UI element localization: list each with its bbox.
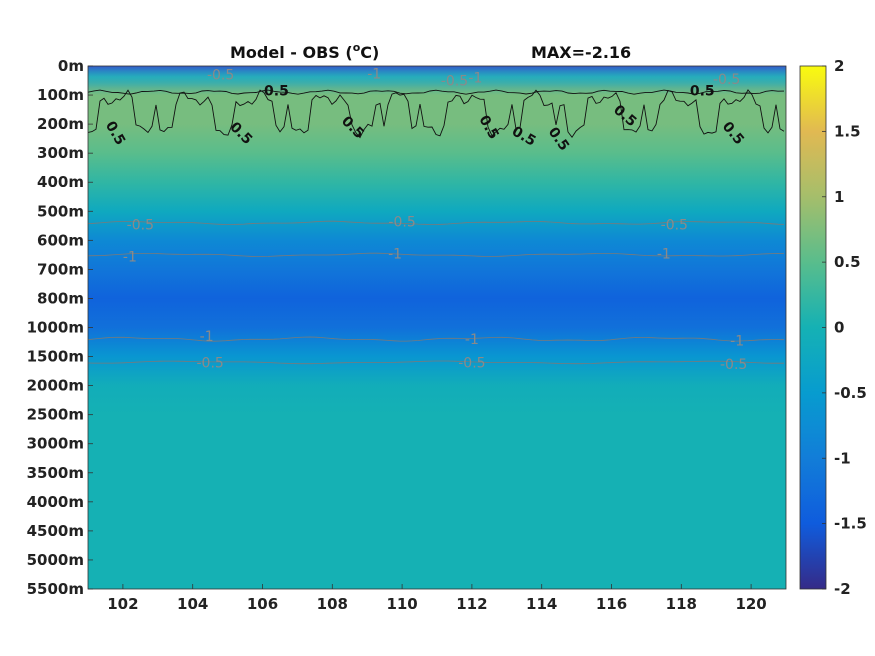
y-tick-label: 100m	[37, 86, 84, 104]
y-tick-label: 4000m	[27, 493, 84, 511]
contour-label: -0.5	[458, 355, 485, 371]
x-tick-label: 108	[317, 595, 348, 613]
contour-label: -0.5	[720, 357, 747, 373]
y-tick-label: 2500m	[27, 406, 84, 424]
title-text: Model - OBS (oC)	[230, 41, 379, 62]
contour-line	[88, 220, 785, 225]
contour-label: 0.5	[690, 84, 715, 100]
colorbar-fill	[800, 66, 826, 589]
colorbar-tick-label: 0	[834, 319, 844, 337]
contour-label: -0.5	[661, 217, 688, 233]
colorbar-ticks: 2 1.5 1 0.5 0 -0.5 -1 -1.5 -2	[822, 57, 867, 598]
contour-label: -1	[465, 332, 479, 348]
y-tick-label: 3500m	[27, 464, 84, 482]
heatmap-field	[88, 66, 786, 589]
y-tick-label: 3000m	[27, 435, 84, 453]
contour-label: -1	[200, 329, 214, 345]
x-tick-label: 112	[456, 595, 487, 613]
y-tick-label: 800m	[37, 289, 84, 307]
colorbar-tick-label: 2	[834, 57, 844, 75]
contour-line	[88, 89, 785, 139]
contour-line	[88, 252, 785, 257]
y-tick-label: 5000m	[27, 551, 84, 569]
contour-label: -1	[388, 246, 402, 262]
colorbar-tick-label: -2	[834, 580, 851, 598]
contour-label: -0.5	[441, 74, 468, 90]
y-tick-label: 2000m	[27, 377, 84, 395]
colorbar-tick-label: -1.5	[834, 515, 867, 533]
contour-label: -0.5	[713, 72, 740, 88]
contour-line	[88, 336, 785, 342]
title-superscript: o	[353, 41, 361, 54]
colorbar-tick-label: -0.5	[834, 384, 867, 402]
x-tick-label: 110	[386, 595, 417, 613]
x-tick-label: 104	[177, 595, 208, 613]
contour-label: -1	[730, 334, 744, 350]
y-tick-label: 700m	[37, 260, 84, 278]
x-tick-label: 114	[526, 595, 557, 613]
x-tick-label: 102	[107, 595, 138, 613]
colorbar-tick-label: 0.5	[834, 253, 861, 271]
y-tick-label: 1000m	[27, 319, 84, 337]
colorbar: 2 1.5 1 0.5 0 -0.5 -1 -1.5 -2	[799, 57, 867, 598]
contour-label: -0.5	[196, 355, 223, 371]
y-tick-label: 5500m	[27, 580, 84, 598]
x-axis: 102 104 106 108 110 112 114 116 118 120	[107, 584, 767, 613]
y-axis: 0m 100m 200m 300m 400m 500m 600m 700m 800m 1000m 1…	[27, 57, 93, 598]
chart-title: Model - OBS (oC) MAX=-2.16	[230, 41, 631, 62]
max-label: MAX=-2.16	[531, 43, 631, 62]
y-tick-label: 500m	[37, 202, 84, 220]
contour-label: -1	[657, 246, 671, 262]
x-tick-label: 120	[735, 595, 766, 613]
y-tick-label: 4500m	[27, 522, 84, 540]
surface-layer	[88, 66, 786, 88]
y-tick-label: 600m	[37, 231, 84, 249]
y-tick-label: 400m	[37, 173, 84, 191]
contour-label: 0.5	[264, 84, 289, 100]
x-tick-label: 118	[666, 595, 697, 613]
colorbar-tick-label: 1.5	[834, 122, 861, 140]
colorbar-tick-label: 1	[834, 188, 844, 206]
contour-label: -0.5	[207, 68, 234, 84]
contour-label: -1	[123, 249, 137, 265]
contour-label: -0.5	[127, 217, 154, 233]
plot-area: 0.5 0.50.5 0.5 0.5 0.5 0.5 0.50.50.5-0.5 -1 -0.5…	[88, 66, 786, 589]
x-tick-label: 106	[247, 595, 278, 613]
y-tick-label: 0m	[58, 57, 84, 75]
x-tick-label: 116	[596, 595, 627, 613]
y-tick-label: 300m	[37, 144, 84, 162]
y-tick-label: 200m	[37, 115, 84, 133]
contour-label: -1	[367, 66, 381, 82]
y-tick-label: 1500m	[27, 348, 84, 366]
contour-lines	[88, 89, 785, 365]
title-unit: C)	[360, 43, 379, 62]
contour-line	[88, 360, 784, 365]
contour-label: -1	[468, 71, 482, 87]
contour-label: -0.5	[388, 214, 415, 230]
colorbar-tick-label: -1	[834, 449, 851, 467]
